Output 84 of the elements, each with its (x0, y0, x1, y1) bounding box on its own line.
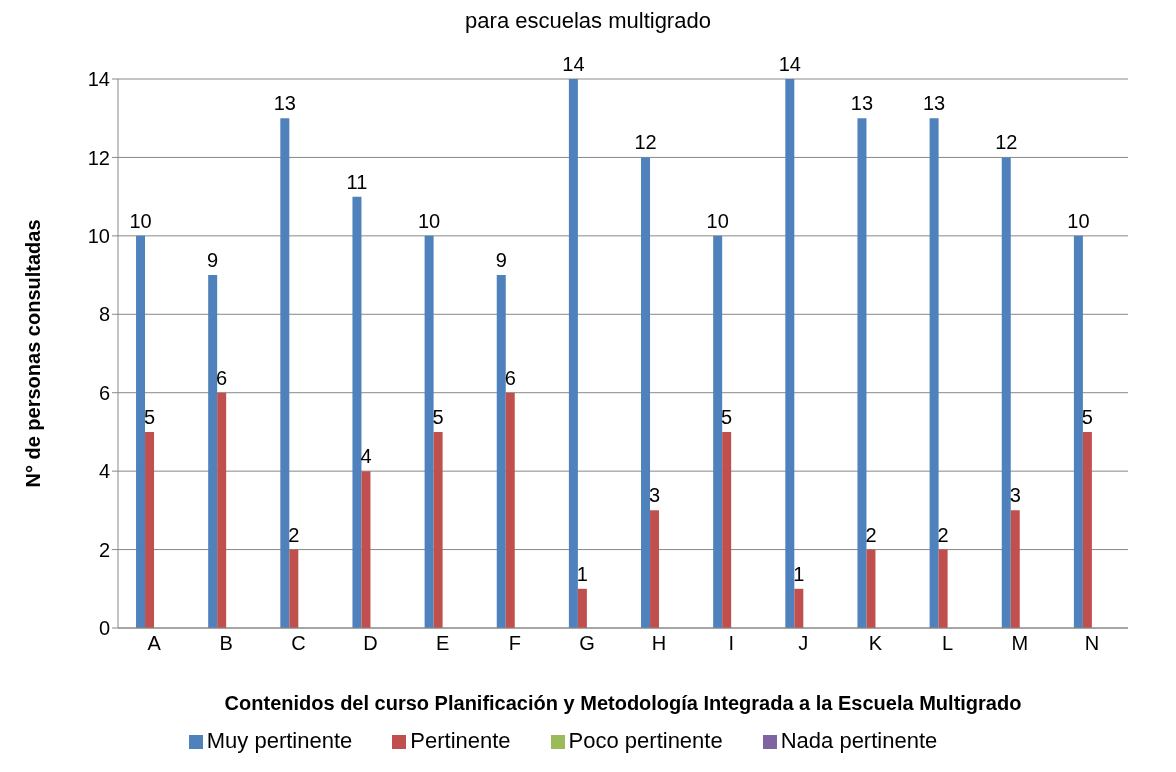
y-tick-label: 0 (98, 617, 110, 640)
data-label: 14 (562, 53, 585, 75)
legend-label: Poco pertinente (568, 728, 723, 753)
bar (785, 79, 795, 628)
legend-label: Pertinente (410, 728, 511, 753)
x-tick-label: G (579, 632, 595, 655)
data-label: 13 (922, 92, 946, 115)
data-label: 10 (129, 209, 152, 232)
bar (866, 549, 876, 628)
data-label: 3 (648, 484, 661, 507)
data-label: 9 (207, 249, 219, 272)
bar (641, 157, 651, 628)
bar (433, 431, 443, 628)
legend-label: Nada pertinente (780, 728, 938, 753)
bar (794, 588, 804, 628)
x-tick-label: M (1011, 632, 1029, 655)
data-label: 6 (216, 366, 228, 389)
chart-title: para escuelas multigrado (464, 8, 712, 34)
data-label: 12 (634, 131, 657, 154)
data-label: 5 (143, 405, 156, 428)
bar (136, 235, 146, 628)
data-label: 11 (346, 170, 368, 193)
x-tick-label: F (508, 632, 521, 655)
data-label: 9 (495, 249, 507, 272)
bar (568, 79, 578, 628)
x-tick-label: A (147, 632, 162, 655)
y-tick-label: 6 (98, 381, 110, 404)
x-tick-label: H (651, 632, 667, 655)
bar (713, 235, 723, 628)
bar (352, 196, 362, 628)
bar (424, 235, 434, 628)
x-tick-label: J (798, 632, 809, 655)
data-label: 6 (504, 366, 516, 389)
y-tick-label: 14 (87, 68, 110, 91)
data-label: 5 (721, 405, 733, 428)
data-label: 1 (576, 562, 588, 585)
bar (145, 431, 155, 628)
bar (650, 510, 660, 628)
x-tick-label: B (219, 632, 233, 655)
data-label: 2 (865, 523, 877, 546)
x-tick-label: N (1084, 632, 1100, 655)
data-label: 10 (1067, 209, 1090, 232)
data-label: 2 (288, 523, 300, 546)
x-tick-label: D (363, 632, 378, 655)
data-label: 4 (360, 445, 372, 468)
bar (496, 275, 506, 628)
bar (361, 471, 371, 628)
data-label: 5 (432, 405, 444, 428)
data-label: 2 (937, 523, 949, 546)
bar (1073, 235, 1083, 628)
bar (217, 392, 227, 628)
x-tick-label: C (291, 632, 306, 655)
y-axis-title: N° de personas consultadas (22, 219, 45, 488)
x-tick-label: E (435, 632, 450, 655)
y-tick-label: 10 (87, 224, 110, 247)
bar (289, 549, 299, 628)
x-tick-label: L (942, 632, 954, 655)
data-label: 10 (706, 209, 729, 232)
y-tick-label: 12 (87, 146, 110, 169)
data-label: 13 (850, 92, 874, 115)
y-tick-label: 4 (98, 460, 110, 483)
bar (1001, 157, 1011, 628)
bar (1010, 510, 1020, 628)
bar (208, 275, 218, 628)
data-label: 12 (995, 131, 1018, 154)
legend-label: Muy pertinente (206, 728, 353, 753)
data-label: 1 (793, 562, 805, 585)
bar (722, 431, 732, 628)
data-label: 10 (417, 209, 441, 232)
bar (505, 392, 515, 628)
bar (577, 588, 587, 628)
x-tick-label: I (728, 632, 734, 655)
bar (929, 118, 939, 628)
y-tick-label: 2 (98, 538, 110, 561)
data-label: 14 (778, 53, 801, 75)
data-label: 3 (1009, 484, 1021, 507)
bar (938, 549, 948, 628)
x-tick-label: K (868, 632, 883, 655)
y-tick-label: 8 (98, 303, 110, 326)
x-axis-title: Contenidos del curso Planificación y Metodología Integrada a la Escuela Multigrado (224, 692, 1022, 714)
data-label: 13 (273, 92, 296, 115)
bar (857, 118, 867, 628)
bar (280, 118, 290, 628)
bar (1082, 431, 1092, 628)
